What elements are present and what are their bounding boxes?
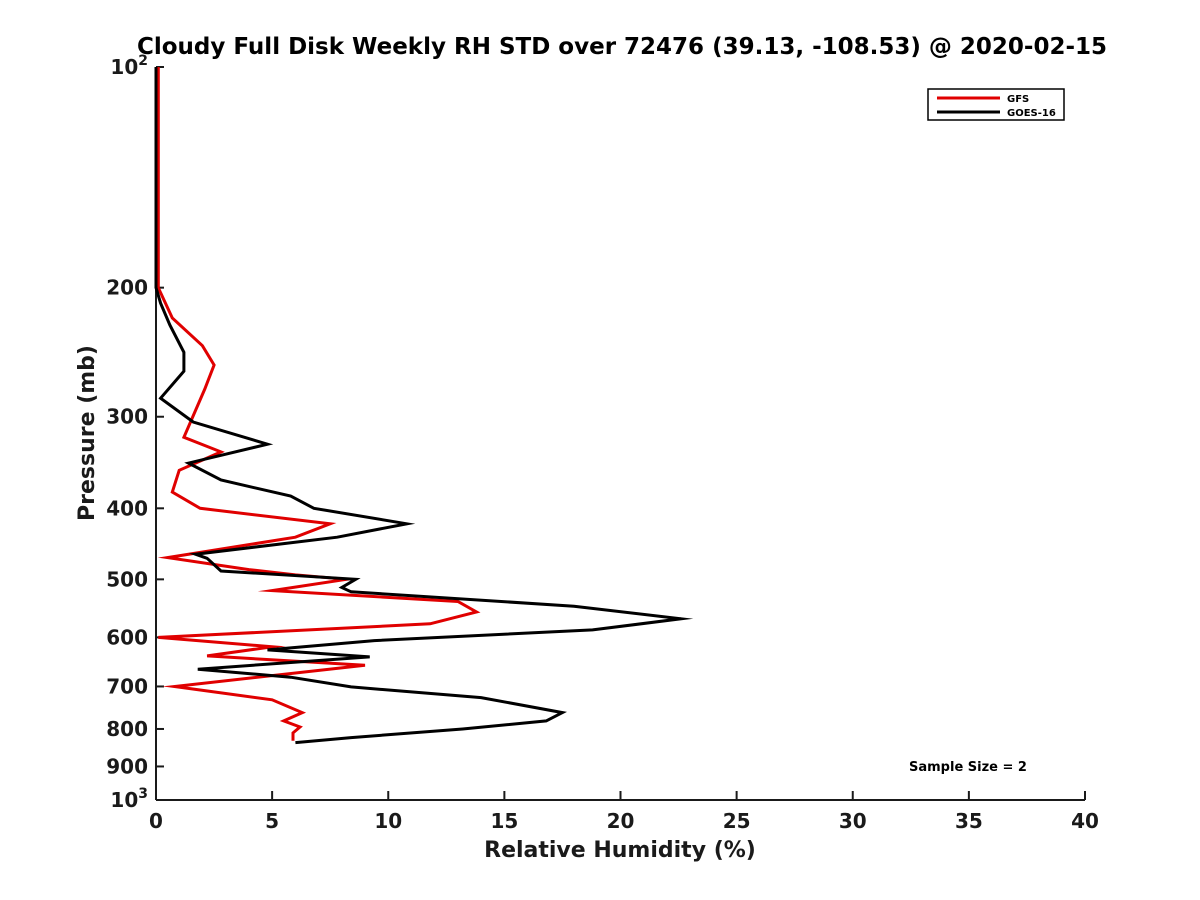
x-tick-label: 20	[607, 809, 635, 833]
y-tick-label: 102	[110, 53, 148, 79]
sample-size-annotation: Sample Size = 2	[909, 760, 1027, 775]
y-tick-label: 400	[106, 496, 148, 520]
y-tick-exponent: 3	[138, 786, 148, 802]
y-tick-label: 103	[110, 786, 148, 812]
chart-title: Cloudy Full Disk Weekly RH STD over 7247…	[137, 34, 1107, 60]
x-tick-label: 30	[839, 809, 867, 833]
series-layer	[154, 67, 694, 745]
y-axis-label: Pressure (mb)	[75, 345, 100, 521]
y-tick-label: 200	[106, 276, 148, 300]
x-tick-label: 35	[955, 809, 983, 833]
y-tick-base: 10	[110, 788, 138, 812]
y-tick-label: 500	[106, 567, 148, 591]
y-tick-label: 800	[106, 717, 148, 741]
y-tick-label: 600	[106, 625, 148, 649]
x-tick-label: 25	[723, 809, 751, 833]
legend: GFS GOES-16	[927, 88, 1065, 121]
x-tick-label: 10	[374, 809, 402, 833]
x-tick-label: 0	[149, 809, 163, 833]
x-tick-label: 15	[490, 809, 518, 833]
plot-area: 0 5 10 15 20 25 30 35 40 10220030040050060070080…	[106, 53, 1099, 833]
legend-label: GFS	[1007, 94, 1029, 105]
y-tick-base: 10	[110, 55, 138, 79]
y-tick-label: 300	[106, 405, 148, 429]
series-line-goes-16	[154, 67, 694, 745]
legend-box	[927, 88, 1065, 121]
y-tick-label: 700	[106, 674, 148, 698]
y-tick-label: 900	[106, 754, 148, 778]
x-tick-label: 5	[265, 809, 279, 833]
y-tick-exponent: 2	[138, 53, 148, 69]
x-tick-label: 40	[1071, 809, 1099, 833]
x-axis-label: Relative Humidity (%)	[484, 838, 756, 863]
legend-label: GOES-16	[1007, 108, 1056, 119]
x-axis-ticks: 0 5 10 15 20 25 30 35 40	[149, 791, 1099, 833]
series-line-gfs	[156, 67, 481, 741]
